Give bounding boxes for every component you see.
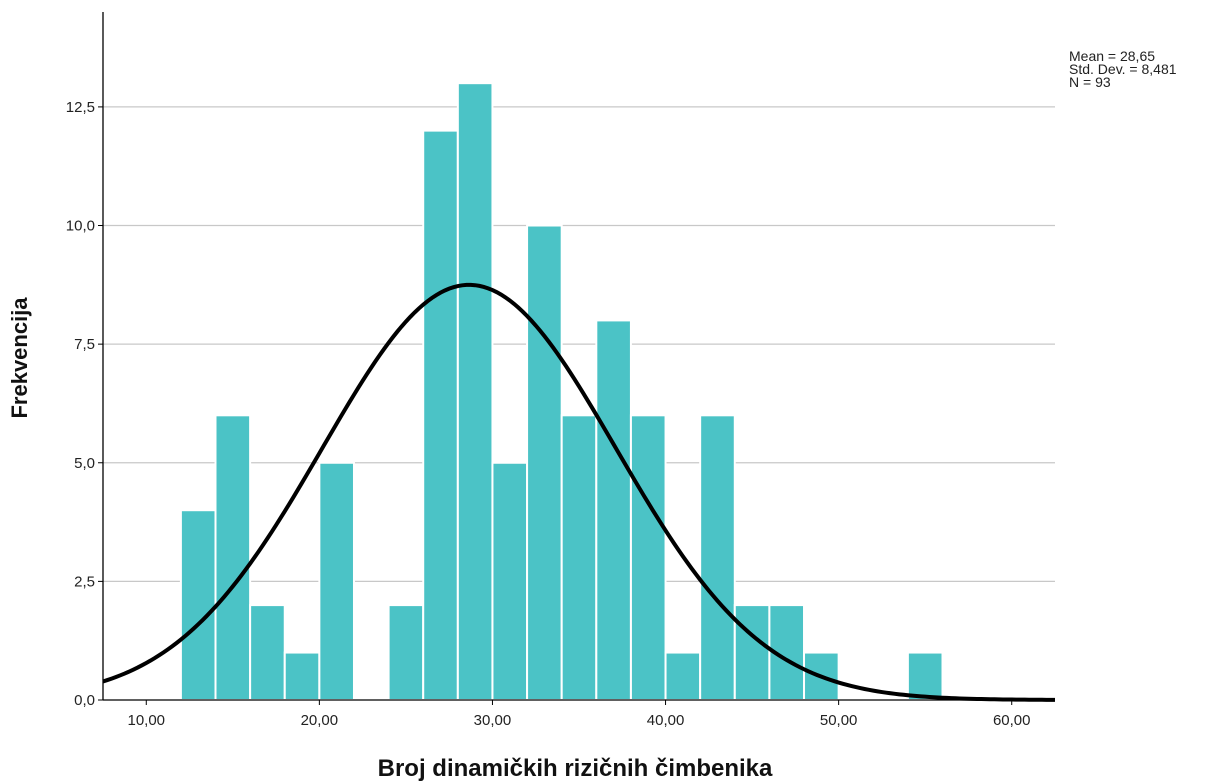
x-tick-label-2: 30,00: [474, 712, 512, 729]
histogram-bar-7: [422, 129, 459, 702]
x-tick-label-5: 60,00: [993, 712, 1031, 729]
histogram-bar-3: [283, 651, 321, 701]
histogram-bars: [179, 82, 944, 702]
histogram-bar-10: [526, 224, 563, 701]
y-tick-label-0: 0,0: [74, 692, 95, 709]
histogram-bar-21: [906, 651, 944, 701]
histogram-bar-13: [629, 414, 667, 701]
y-tick-label-3: 7,5: [74, 336, 95, 353]
histogram-bar-14: [664, 651, 702, 701]
histogram-bar-11: [560, 414, 598, 701]
normal-curve: [102, 282, 1056, 702]
statistics-box: Mean = 28,65 Std. Dev. = 8,481 N = 93: [1069, 48, 1177, 90]
x-tick-label-0: 10,00: [127, 712, 165, 729]
x-tick-label-1: 20,00: [301, 712, 339, 729]
tick-labels: 0,0 2,5 5,0 7,5 10,0 12,5 10,00 20,00 30,00 40,00…: [66, 99, 1031, 729]
y-tick-label-2: 5,0: [74, 455, 95, 472]
histogram-bar-12: [595, 319, 632, 701]
histogram-bar-8: [456, 82, 494, 701]
histogram-bar-4: [318, 461, 355, 701]
n-label: N = 93: [1069, 74, 1111, 90]
x-tick-label-3: 40,00: [647, 712, 685, 729]
y-axis-title: Frekvencija: [7, 297, 32, 419]
histogram-bar-16: [733, 604, 771, 702]
axes: [102, 12, 1055, 701]
histogram-bar-6: [387, 604, 425, 702]
histogram-bar-15: [699, 414, 736, 701]
histogram-bar-9: [491, 461, 529, 701]
y-tick-label-1: 2,5: [74, 573, 95, 590]
std-dev-label: Std. Dev. = 8,481: [1069, 61, 1177, 77]
y-tick-label-4: 10,0: [66, 218, 95, 235]
histogram-bar-0: [179, 509, 217, 702]
grid-lines: [103, 106, 1055, 582]
x-tick-label-4: 50,00: [820, 712, 858, 729]
y-tick-label-5: 12,5: [66, 99, 95, 116]
mean-label: Mean = 28,65: [1069, 48, 1156, 64]
histogram-bar-2: [249, 604, 286, 702]
histogram-bar-1: [214, 414, 252, 701]
x-axis-title: Broj dinamičkih rizičnih čimbenika: [378, 755, 773, 782]
